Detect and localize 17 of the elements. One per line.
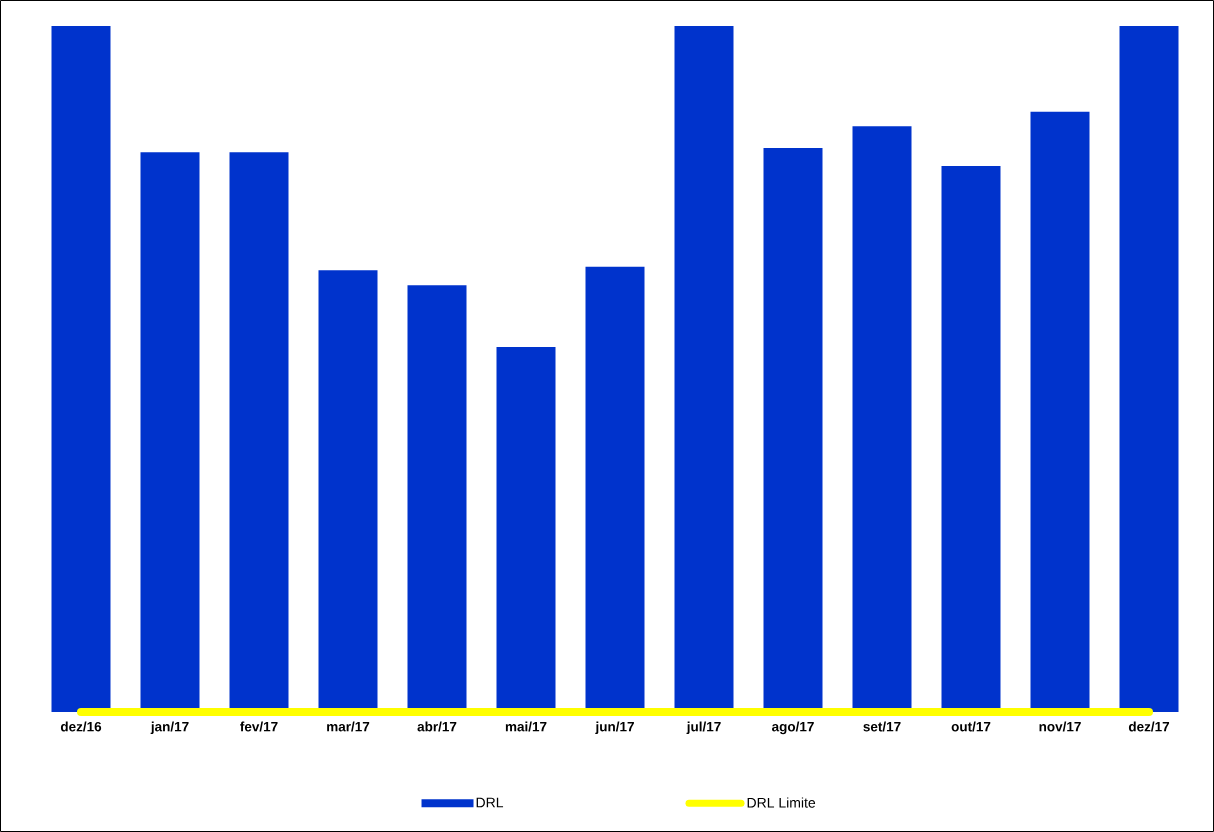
- x-tick-label: nov/17: [1039, 721, 1081, 732]
- legend-label: DRL: [476, 797, 504, 808]
- x-tick-label: jan/17: [150, 721, 189, 735]
- legend-label: DRL Limite: [747, 797, 816, 808]
- x-tick-label: ago/17: [772, 721, 814, 735]
- x-tick-label: dez/17: [1128, 721, 1170, 732]
- x-tick-label: dez/16: [60, 721, 102, 732]
- x-tick-label: mar/17: [327, 721, 370, 732]
- x-tick-label: abr/17: [417, 721, 457, 732]
- bar: [1119, 25, 1179, 712]
- x-tick-label: set/17: [863, 721, 901, 732]
- bar: [51, 25, 111, 712]
- x-tick-label: fev/17: [240, 721, 278, 732]
- x-tick-label: jun/17: [595, 721, 634, 735]
- x-tick-label: mai/17: [505, 721, 547, 732]
- x-tick-label: jul/17: [686, 721, 721, 735]
- x-tick-label: out/17: [951, 721, 991, 732]
